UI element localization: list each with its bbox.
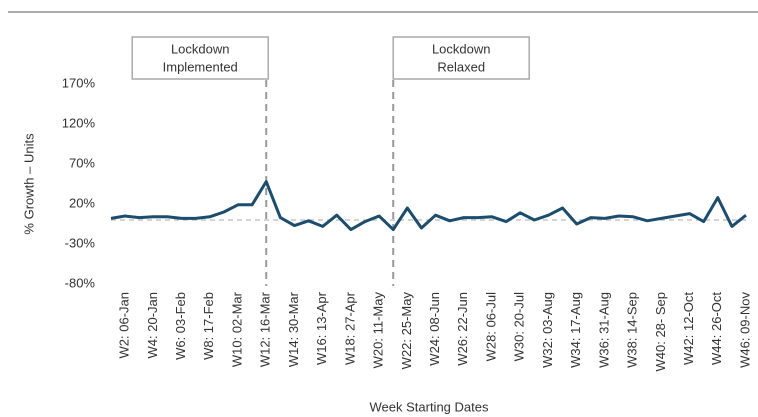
- x-tick-label: W46: 09-Nov: [737, 292, 752, 368]
- y-axis-title: % Growth – Units: [21, 133, 36, 235]
- y-tick-label: 120%: [62, 115, 96, 130]
- x-tick-label: W10: 02-Mar: [229, 291, 244, 367]
- annotation-text: Implemented: [163, 59, 238, 74]
- x-tick-label: W20: 11-May: [371, 292, 386, 369]
- x-tick-label: W8: 17-Feb: [201, 292, 216, 360]
- x-tick-label: W12: 16-Mar: [258, 291, 273, 367]
- x-tick-label: W34: 17-Aug: [568, 292, 583, 368]
- annotation-text: Relaxed: [437, 59, 485, 74]
- x-tick-label: W30: 20-Jul: [512, 292, 527, 361]
- x-tick-label: W42: 12-Oct: [681, 292, 696, 365]
- x-tick-label: W6: 03-Feb: [173, 292, 188, 360]
- x-tick-label: W40: 28- Sep: [653, 292, 668, 372]
- x-tick-label: W2: 06-Jan: [117, 292, 132, 358]
- y-tick-label: 70%: [69, 155, 95, 170]
- annotation-box: [392, 36, 530, 80]
- x-tick-label: W16: 13-Apr: [314, 291, 329, 365]
- x-tick-label: W4: 20-Jan: [145, 292, 160, 358]
- x-tick-label: W28: 06-Jul: [483, 292, 498, 361]
- x-tick-label: W24: 08-Jun: [427, 292, 442, 366]
- x-tick-label: W18: 27-Apr: [342, 291, 357, 365]
- annotation-box: [131, 36, 269, 80]
- line: [110, 180, 747, 232]
- y-tick-label: -30%: [65, 235, 96, 250]
- y-tick-label: -80%: [65, 275, 96, 290]
- x-tick-label: W32: 03-Aug: [540, 292, 555, 368]
- x-tick-label: W26: 22-Jun: [455, 292, 470, 366]
- x-tick-label: W36: 31-Aug: [596, 292, 611, 368]
- y-tick-label: 20%: [69, 195, 95, 210]
- y-tick-label: 170%: [62, 75, 96, 90]
- x-axis-title: Week Starting Dates: [370, 399, 489, 414]
- x-tick-label: W44: 26-Oct: [709, 292, 724, 365]
- x-tick-label: W38: 14-Sep: [625, 292, 640, 368]
- x-tick-label: W14: 30-Mar: [286, 291, 301, 367]
- annotation-text: Lockdown: [171, 41, 230, 56]
- annotation-text: Lockdown: [432, 41, 491, 56]
- x-tick-label: W22: 25-May: [399, 292, 414, 370]
